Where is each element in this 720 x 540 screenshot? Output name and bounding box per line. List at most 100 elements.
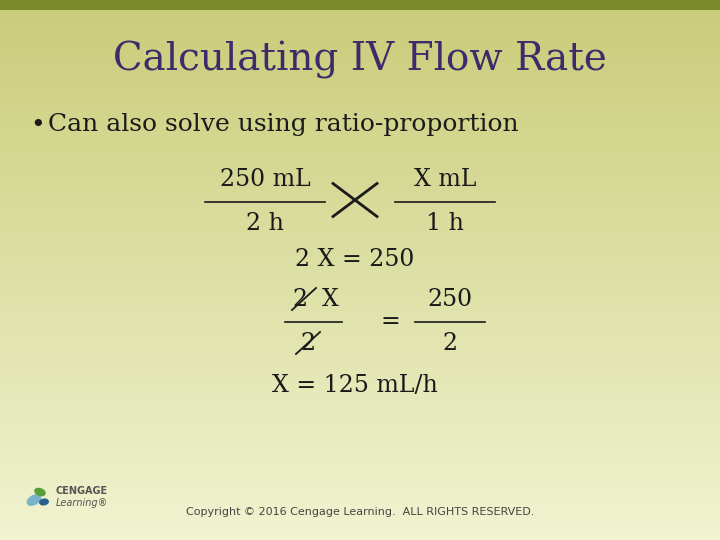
Bar xyxy=(0,374,720,375)
Bar xyxy=(0,515,720,516)
Bar xyxy=(0,58,720,59)
Bar xyxy=(0,16,720,17)
Bar xyxy=(0,433,720,434)
Bar xyxy=(0,303,720,305)
Bar xyxy=(0,460,720,461)
Bar xyxy=(0,313,720,314)
Bar xyxy=(0,518,720,519)
Bar xyxy=(0,516,720,517)
Bar xyxy=(0,443,720,444)
Bar xyxy=(0,30,720,31)
Bar xyxy=(0,282,720,283)
Bar xyxy=(0,24,720,25)
Bar xyxy=(0,91,720,92)
Bar xyxy=(0,109,720,110)
Bar xyxy=(0,513,720,514)
Bar xyxy=(0,299,720,300)
Bar xyxy=(0,402,720,403)
Bar xyxy=(0,495,720,496)
Bar xyxy=(0,422,720,423)
Bar xyxy=(0,365,720,366)
Bar xyxy=(0,235,720,237)
Bar xyxy=(0,347,720,348)
Bar xyxy=(0,497,720,498)
Bar xyxy=(0,366,720,367)
Bar xyxy=(0,64,720,65)
Bar xyxy=(0,215,720,216)
Bar xyxy=(0,491,720,492)
Bar xyxy=(0,104,720,105)
Bar xyxy=(0,41,720,42)
Bar xyxy=(0,407,720,408)
Bar xyxy=(0,327,720,328)
Bar xyxy=(0,87,720,89)
Bar xyxy=(0,148,720,149)
Bar xyxy=(0,445,720,446)
Bar xyxy=(0,293,720,294)
Bar xyxy=(0,482,720,483)
Bar xyxy=(0,160,720,161)
Bar xyxy=(0,254,720,255)
Bar xyxy=(0,408,720,409)
Bar xyxy=(0,432,720,433)
Bar xyxy=(0,494,720,495)
Bar xyxy=(0,112,720,113)
Bar xyxy=(0,197,720,198)
Bar xyxy=(0,83,720,84)
Bar xyxy=(0,62,720,63)
Bar xyxy=(0,31,720,32)
Bar xyxy=(0,273,720,274)
Bar xyxy=(0,135,720,136)
Bar xyxy=(0,179,720,180)
Bar xyxy=(0,523,720,524)
Bar xyxy=(0,341,720,342)
Bar xyxy=(0,438,720,440)
Bar xyxy=(0,18,720,19)
Bar xyxy=(0,231,720,232)
Bar xyxy=(0,71,720,72)
Bar xyxy=(0,392,720,393)
Bar xyxy=(0,353,720,354)
Bar xyxy=(0,441,720,442)
Bar xyxy=(0,205,720,206)
Bar xyxy=(0,379,720,380)
Bar xyxy=(0,80,720,81)
Bar xyxy=(0,286,720,287)
Bar xyxy=(0,409,720,410)
Bar xyxy=(0,242,720,243)
Bar xyxy=(0,418,720,419)
Bar xyxy=(0,395,720,396)
Bar xyxy=(0,2,720,3)
Bar xyxy=(0,478,720,480)
Bar xyxy=(0,264,720,265)
Bar xyxy=(0,322,720,323)
Bar xyxy=(0,435,720,436)
Bar xyxy=(0,113,720,114)
Text: X = 125 mL/h: X = 125 mL/h xyxy=(272,374,438,396)
Bar xyxy=(0,319,720,320)
Bar xyxy=(0,440,720,441)
Bar xyxy=(0,117,720,118)
Bar xyxy=(0,151,720,152)
Bar xyxy=(0,437,720,438)
Bar xyxy=(0,27,720,28)
Bar xyxy=(0,274,720,275)
Bar xyxy=(0,473,720,474)
Bar xyxy=(0,180,720,181)
Bar xyxy=(0,535,720,536)
Bar xyxy=(0,0,720,10)
Bar xyxy=(0,108,720,109)
Bar xyxy=(0,539,720,540)
Text: 2: 2 xyxy=(300,333,315,355)
Bar xyxy=(0,181,720,183)
Bar xyxy=(0,321,720,322)
Bar xyxy=(0,427,720,428)
Bar xyxy=(0,291,720,292)
Bar xyxy=(0,502,720,503)
Bar xyxy=(0,463,720,464)
Bar xyxy=(0,39,720,40)
Bar xyxy=(0,9,720,10)
Bar xyxy=(0,221,720,222)
Bar xyxy=(0,297,720,298)
Bar xyxy=(0,216,720,217)
